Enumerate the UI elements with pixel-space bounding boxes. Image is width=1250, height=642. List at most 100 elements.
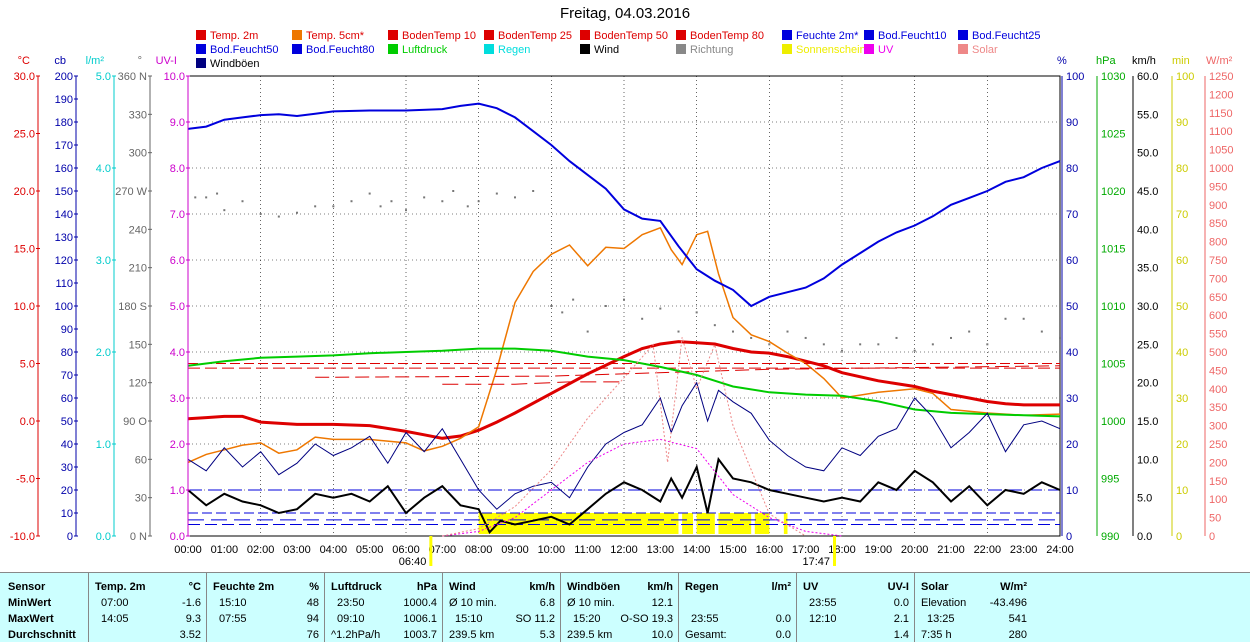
direction-unit: ° — [138, 55, 142, 67]
solar-unit: W/m² — [1000, 581, 1027, 593]
weather-chart: °C 30.0 25.0 20.0 15.0 10.0 5.0 0.0 -5.0 -10.0 cb 2… — [10, 55, 1234, 568]
legend-label: Bod.Feucht80 — [306, 44, 375, 56]
temp-tick-label: -5.0 — [16, 474, 35, 486]
wind-tick-label: 30.0 — [1137, 301, 1158, 313]
time-tick-label: 20:00 — [901, 544, 929, 556]
wind-tick-label: 55.0 — [1137, 109, 1158, 121]
pressure-tick-label: 1030 — [1101, 71, 1125, 83]
wind-tick-label: 40.0 — [1137, 224, 1158, 236]
feuchte-header: Feuchte 2m — [213, 581, 275, 593]
legend-item: BodenTemp 80 — [676, 30, 764, 43]
temp-min-value: -1.6 — [182, 597, 201, 609]
legend-item: Temp. 2m — [196, 30, 258, 43]
sunset-marker — [833, 536, 837, 566]
legend-label: Regen — [498, 44, 531, 56]
boeen-unit: km/h — [647, 581, 673, 593]
legend-item: Luftdruck — [388, 44, 447, 57]
solar-tick-label: 1050 — [1209, 145, 1233, 157]
legend-swatch — [196, 58, 206, 68]
direction-point — [768, 343, 771, 346]
series-line — [187, 340, 1060, 440]
direction-point — [241, 200, 244, 203]
direction-point — [859, 343, 862, 346]
solar-max-time: 13:25 — [927, 613, 955, 625]
temp-max-value: 9.3 — [185, 613, 201, 625]
luftdruck-max-time: 09:10 — [337, 613, 365, 625]
direction-point — [586, 330, 589, 333]
min-tick-label: 80 — [1176, 163, 1188, 175]
legend-swatch — [484, 30, 494, 40]
direction-point — [550, 305, 553, 307]
temp-tick-label: 10.0 — [14, 301, 35, 313]
direction-point — [695, 311, 698, 314]
temp-tick-label: 0.0 — [20, 416, 35, 428]
direction-point — [1004, 317, 1007, 320]
legend-item: Feuchte 2m* — [782, 30, 858, 43]
wind-max-value: SO 11.2 — [515, 613, 555, 625]
direction-point — [514, 196, 516, 199]
legend-label: Bod.Feucht10 — [878, 30, 947, 42]
solar-column: Solar W/m² Elevation -43.496 13:25 541 7… — [914, 573, 1033, 642]
solar-tick-label: 600 — [1209, 310, 1227, 322]
cb-tick-label: 90 — [61, 324, 73, 336]
legend-swatch — [292, 44, 302, 54]
uv-tick-label: 2.0 — [170, 439, 185, 451]
wind-tick-label: 35.0 — [1137, 263, 1158, 275]
row-label-max: MaxWert — [8, 613, 54, 625]
sunshine-bar — [718, 513, 752, 534]
solar-tick-label: 1200 — [1209, 89, 1233, 101]
legend-swatch — [782, 30, 792, 40]
time-tick-label: 13:00 — [647, 544, 675, 556]
wind-max-time: 15:10 — [455, 613, 483, 625]
humidity-tick-label: 100 — [1066, 71, 1084, 83]
min-tick-label: 10 — [1176, 485, 1188, 497]
direction-point — [332, 205, 335, 208]
temp-unit: °C — [188, 581, 201, 593]
wind-tick-label: 25.0 — [1137, 339, 1158, 351]
rain-unit: l/m² — [86, 55, 105, 67]
solar-tick-label: 800 — [1209, 237, 1227, 249]
legend-label: Richtung — [690, 44, 734, 56]
boeen-header: Windböen — [567, 581, 621, 593]
temp-tick-label: -10.0 — [10, 531, 35, 543]
time-tick-label: 14:00 — [683, 544, 711, 556]
direction-point — [950, 336, 952, 339]
legend-label: Temp. 2m — [210, 30, 259, 42]
direction-point — [194, 196, 197, 199]
sunshine-bar — [696, 513, 715, 534]
legend-item: Windböen — [196, 58, 260, 71]
rain-tick-label: 5.0 — [96, 71, 111, 83]
pressure-tick-label: 990 — [1101, 531, 1119, 543]
min-tick-label: 90 — [1176, 117, 1188, 129]
regen-header: Regen — [685, 581, 719, 593]
direction-point — [750, 336, 753, 339]
wind-min-value: 6.8 — [539, 597, 555, 609]
feuchte-min-value: 48 — [306, 597, 319, 609]
legend-item: BodenTemp 10 — [388, 30, 476, 43]
humidity-tick-label: 40 — [1066, 347, 1078, 359]
time-tick-label: 10:00 — [538, 544, 566, 556]
temp-tick-label: 20.0 — [14, 186, 35, 198]
solar-tick-label: 1100 — [1209, 126, 1233, 138]
direction-point — [223, 209, 226, 212]
cb-tick-label: 100 — [55, 301, 73, 313]
sunrise-label: 06:40 — [399, 556, 427, 568]
regen-max-time: 23:55 — [691, 613, 719, 625]
solar-tick-label: 950 — [1209, 181, 1227, 193]
uv-tick-label: 3.0 — [170, 393, 185, 405]
cb-tick-label: 160 — [55, 163, 73, 175]
legend-label: Solar — [972, 44, 998, 56]
solar-tick-label: 150 — [1209, 476, 1227, 488]
uv-max-time: 12:10 — [809, 613, 837, 625]
direction-point — [405, 209, 407, 212]
direction-point — [895, 336, 898, 339]
pressure-tick-label: 1015 — [1101, 244, 1125, 256]
direction-point — [786, 330, 789, 333]
solar-unit: W/m² — [1206, 55, 1233, 67]
legend-item: Bod.Feucht10 — [864, 30, 947, 43]
uv-min-time: 23:55 — [809, 597, 837, 609]
direction-point — [1059, 336, 1061, 339]
luftdruck-column: Luftdruck hPa 23:50 1000.4 09:10 1006.1 … — [324, 573, 443, 642]
uv-column: UV UV-I 23:55 0.0 12:10 2.1 1.4 — [796, 573, 915, 642]
series-line — [315, 365, 1061, 378]
